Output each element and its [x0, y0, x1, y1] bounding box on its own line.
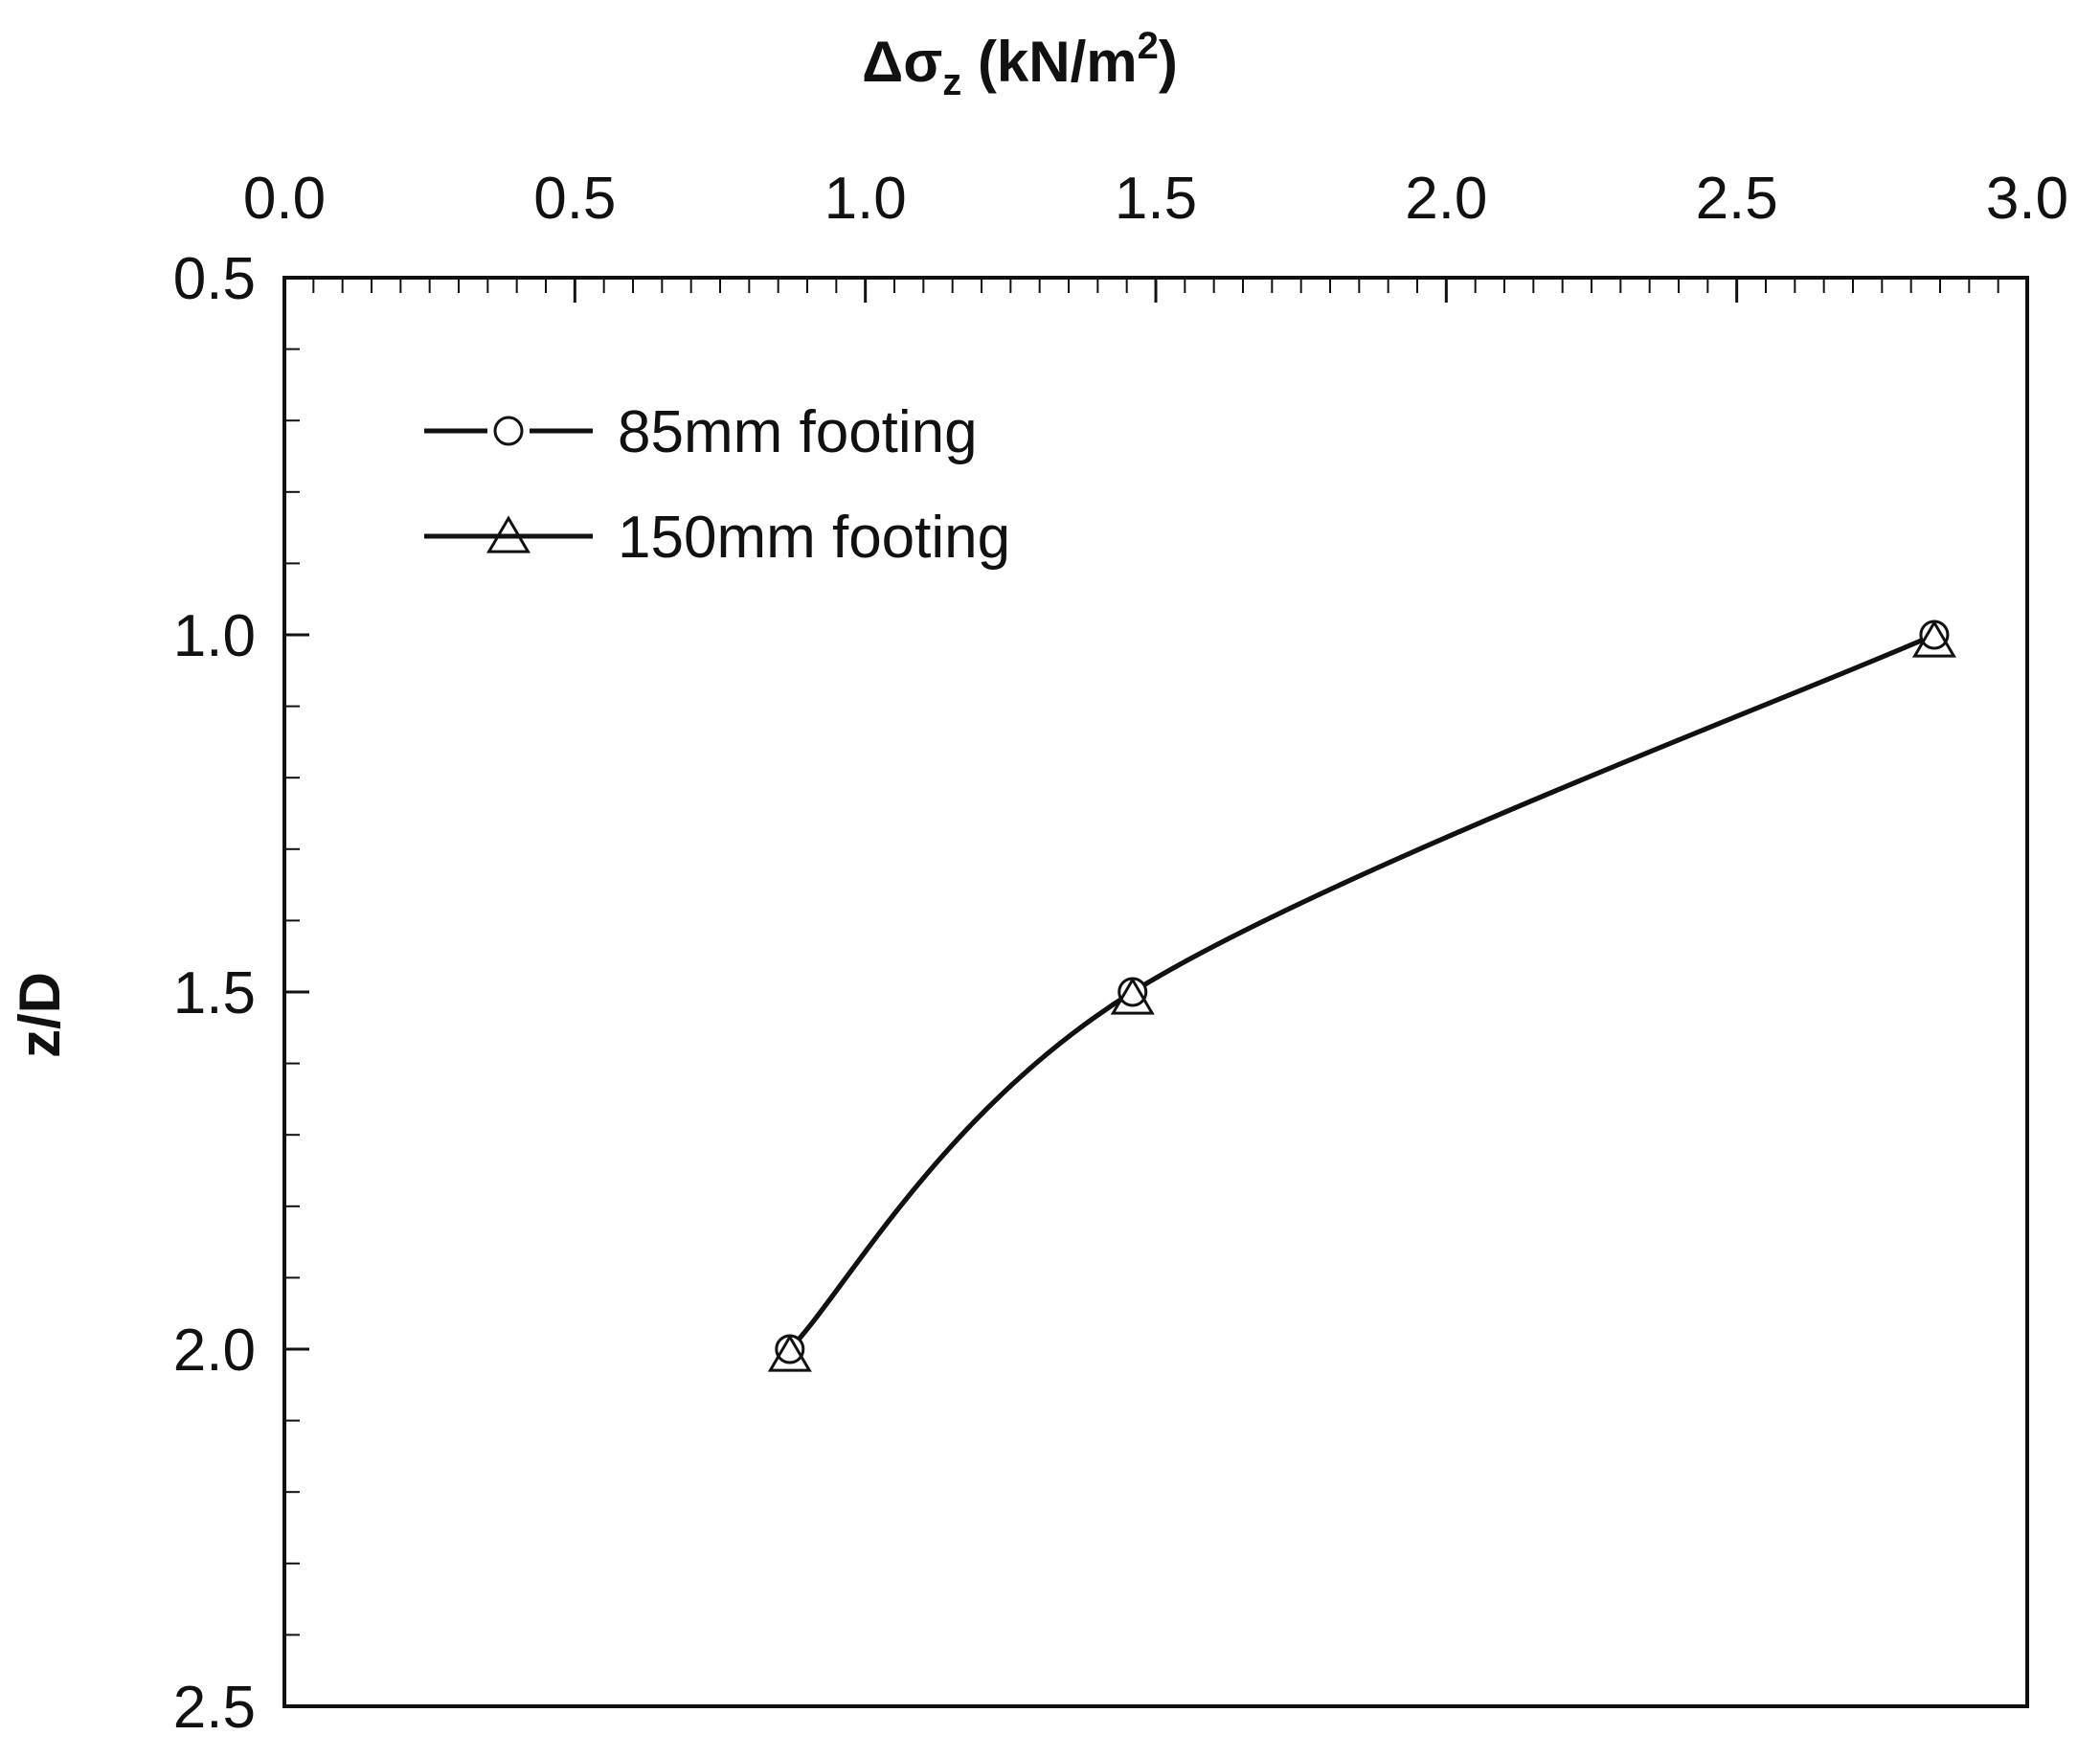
x-axis-title: Δσz (kN/m2): [862, 25, 1178, 103]
plot-frame: [282, 276, 2029, 1708]
x-axis-title-sub: z: [942, 61, 961, 103]
tick-labels-layer: 0.0 0.5 1.0 1.5 2.0 2.5 3.0 0.5 1.0 1.5 2.0 2.5: [173, 166, 2068, 1741]
x-axis-title-prefix: Δσ: [862, 30, 942, 94]
legend: 85mm footing 150mm footing: [424, 399, 1010, 571]
ticks-layer: [282, 276, 2029, 1708]
legend-marker-circle: [493, 416, 524, 446]
legend-item: 150mm footing: [424, 505, 1010, 571]
x-axis-title-sup: 2: [1138, 25, 1159, 67]
legend-marker-triangle: [485, 515, 531, 553]
x-tick-label: 0.5: [533, 166, 616, 232]
data-point-triangle: [767, 1334, 812, 1372]
x-tick-label: 1.0: [824, 166, 907, 232]
series-layer: [767, 620, 1956, 1372]
x-tick-label: 3.0: [1986, 166, 2068, 232]
x-tick-label: 2.0: [1405, 166, 1487, 232]
series-line-2: [787, 632, 1935, 1351]
y-tick-label: 2.0: [173, 1318, 256, 1384]
y-tick-label: 2.5: [173, 1675, 256, 1741]
series-line-1: [787, 632, 1935, 1351]
legend-label: 150mm footing: [618, 505, 1010, 571]
y-tick-label: 0.5: [173, 246, 256, 312]
y-tick-label: 1.5: [173, 960, 256, 1026]
y-tick-label: 1.0: [173, 603, 256, 669]
data-point-triangle: [1110, 977, 1155, 1015]
x-tick-label: 2.5: [1696, 166, 1778, 232]
x-tick-label: 0.0: [243, 166, 326, 232]
y-axis-title: z/D: [8, 972, 72, 1058]
data-point-triangle: [1911, 620, 1956, 658]
legend-item: 85mm footing: [424, 399, 978, 465]
x-axis-title-middle: (kN/m: [961, 30, 1137, 94]
x-tick-label: 1.5: [1115, 166, 1197, 232]
legend-label: 85mm footing: [618, 399, 978, 465]
x-axis-title-suffix: ): [1159, 30, 1178, 94]
